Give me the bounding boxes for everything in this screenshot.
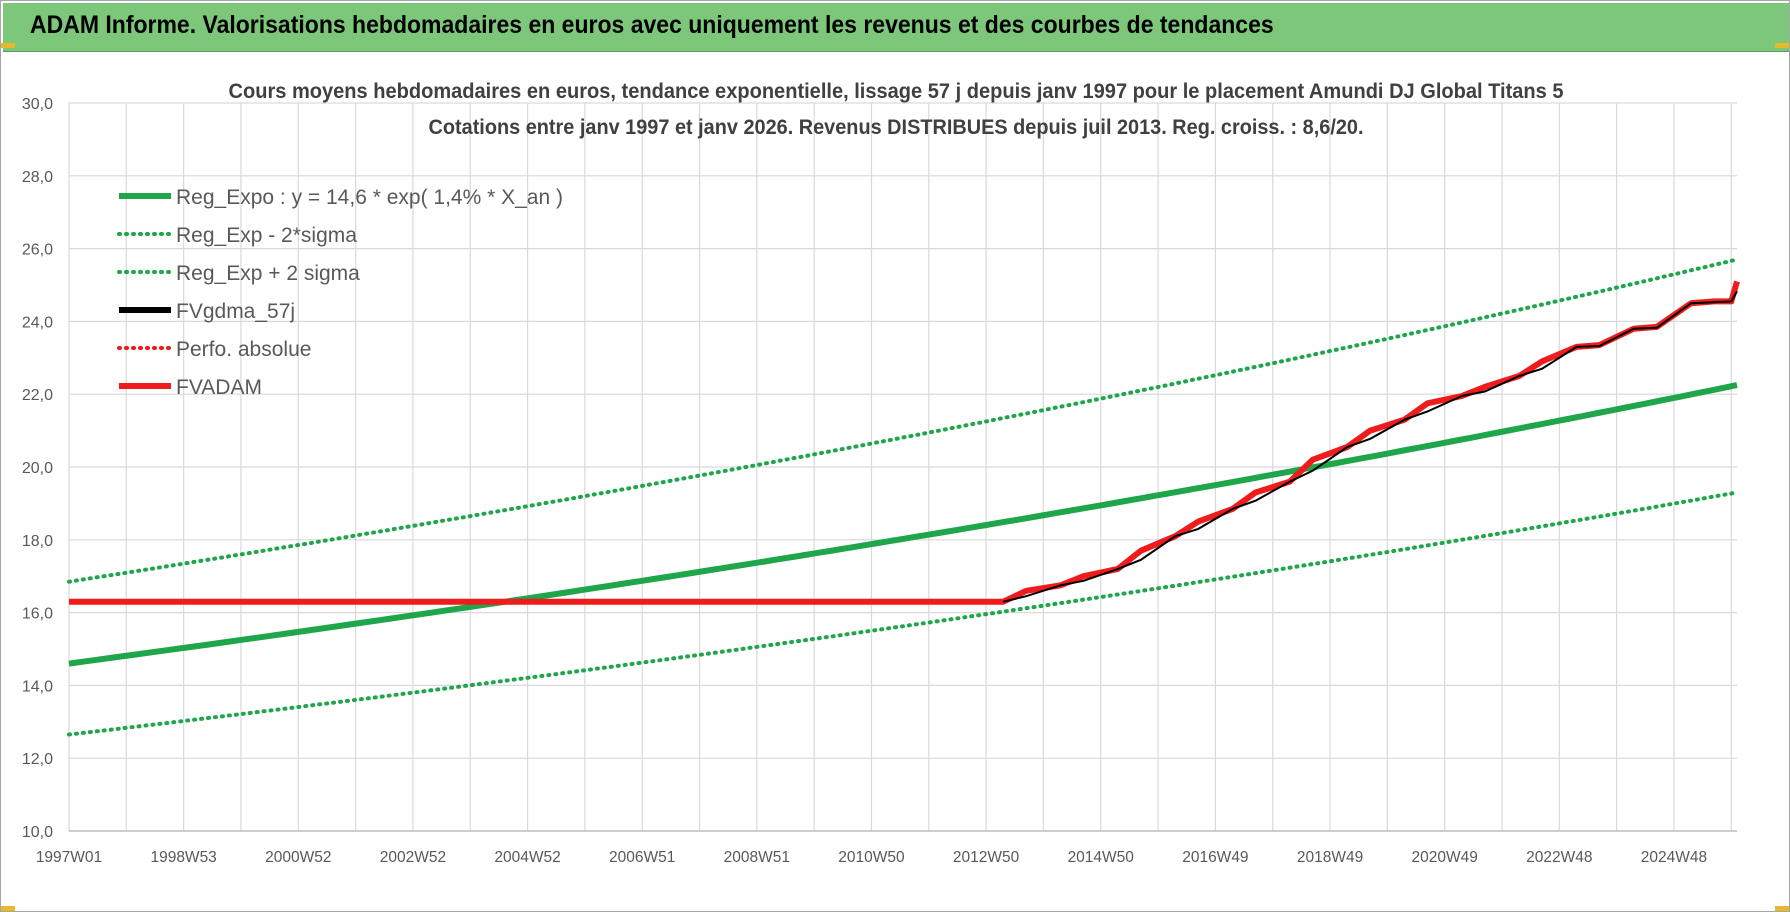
series-line — [67, 490, 1739, 737]
x-tick-label: 2006W51 — [609, 849, 675, 866]
legend-label: Reg_Exp + 2 sigma — [176, 262, 360, 285]
x-tick-label: 2008W51 — [724, 849, 790, 866]
chart-title-line: Cours moyens hebdomadaires en euros, ten… — [229, 79, 1564, 103]
series-line — [1003, 290, 1738, 603]
series-line — [69, 280, 1740, 605]
y-axis: 10,0 12,0 14,0 16,0 18,0 20,0 22,0 24,0 26,0 28,0… — [22, 96, 53, 841]
x-tick-label: 2018W49 — [1297, 849, 1363, 866]
y-tick-label: 26,0 — [22, 242, 53, 259]
x-tick-label: 2002W52 — [380, 849, 446, 866]
x-tick-label: 2022W48 — [1526, 849, 1592, 866]
legend-label: FVgdma_57j — [176, 300, 295, 323]
legend-label: FVADAM — [176, 376, 262, 399]
y-tick-label: 22,0 — [22, 387, 53, 404]
x-tick-label: 2016W49 — [1182, 849, 1248, 866]
x-tick-label: 2014W50 — [1068, 849, 1135, 866]
legend-label: Perfo. absolue — [176, 338, 311, 361]
x-tick-label: 2004W52 — [494, 849, 560, 866]
series-layer — [67, 257, 1740, 737]
banner-title: ADAM Informe. Valorisations hebdomadaire… — [30, 11, 1274, 39]
legend-label: Reg_Exp - 2*sigma — [176, 224, 357, 247]
legend-label: Reg_Expo : y = 14,6 * exp( 1,4% * X_an ) — [176, 186, 563, 209]
y-tick-label: 20,0 — [22, 460, 53, 477]
y-tick-label: 24,0 — [22, 314, 53, 331]
x-tick-label: 2012W50 — [953, 849, 1020, 866]
x-tick-label: 2000W52 — [265, 849, 331, 866]
grid-lines — [68, 102, 1737, 832]
y-tick-label: 16,0 — [22, 606, 53, 623]
corner-mark — [1775, 906, 1789, 911]
x-tick-label: 1998W53 — [150, 849, 216, 866]
x-tick-label: 2024W48 — [1641, 849, 1707, 866]
y-tick-label: 18,0 — [22, 533, 53, 550]
corner-mark — [1775, 43, 1789, 48]
corner-mark — [1, 906, 15, 911]
banner: ADAM Informe. Valorisations hebdomadaire… — [3, 3, 1789, 52]
series-line — [67, 257, 1739, 584]
y-tick-label: 10,0 — [22, 824, 53, 841]
corner-mark — [1, 43, 15, 48]
y-tick-label: 12,0 — [22, 751, 53, 768]
legend: Reg_Expo : y = 14,6 * exp( 1,4% * X_an )… — [117, 186, 563, 399]
y-tick-label: 30,0 — [22, 96, 53, 113]
series-line — [68, 382, 1738, 667]
chart-title-line: Cotations entre janv 1997 et janv 2026. … — [429, 115, 1364, 139]
y-tick-label: 28,0 — [22, 169, 53, 186]
y-tick-label: 14,0 — [22, 678, 53, 695]
x-tick-label: 2010W50 — [838, 849, 905, 866]
chart-title: Cours moyens hebdomadaires en euros, ten… — [229, 79, 1564, 139]
x-axis: 1997W01 1998W53 2000W52 2002W52 2004W52 2006W… — [36, 849, 1707, 866]
x-tick-label: 1997W01 — [36, 849, 102, 866]
x-tick-label: 2020W49 — [1411, 849, 1477, 866]
